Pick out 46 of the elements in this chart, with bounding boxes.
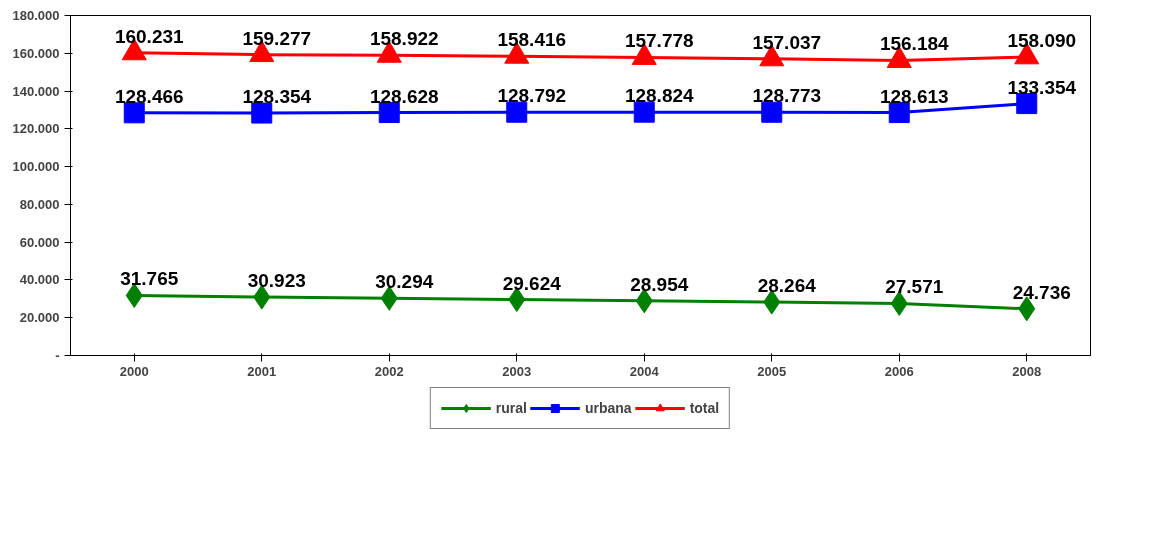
point [125,283,143,308]
data-label: 156.184 [879,33,950,55]
x-tick-label: 2004 [629,363,660,379]
data-label: 158.922 [369,28,439,50]
data-label: 158.416 [497,29,567,51]
legend-label: urbana [584,400,632,416]
x-tick-label: 2001 [247,363,277,379]
data-label: 31.765 [120,268,179,290]
data-label: 128.824 [624,85,695,107]
data-label: 28.954 [630,273,689,295]
x-tick-label: 2005 [757,363,787,379]
legend-label: total [689,400,720,416]
data-label: 30.294 [375,271,434,293]
y-tick-label: 80.000 [19,196,60,212]
data-label: 157.037 [752,31,822,53]
y-tick-label: 40.000 [19,272,60,288]
data-label: 157.778 [624,30,694,52]
x-tick-label: 2003 [502,363,532,379]
data-label: 28.264 [757,275,817,297]
y-tick-label: 180.000 [12,8,60,23]
data-label: 160.231 [114,25,185,47]
data-label: 24.736 [1012,281,1071,303]
data-label: 30.923 [247,270,306,292]
y-tick-label: 20.000 [19,310,60,326]
legend-label: rural [495,400,527,416]
data-label: 27.571 [885,276,944,298]
data-label: 158.090 [1007,29,1077,51]
data-label: 128.354 [242,86,312,108]
y-tick-label: 100.000 [12,159,60,175]
x-tick-label: 2000 [119,363,149,379]
data-label: 128.466 [114,85,184,107]
y-tick-label: 60.000 [19,234,60,250]
data-label: 128.613 [879,85,949,107]
data-label: 29.624 [502,272,562,294]
data-label: 128.792 [497,85,567,107]
y-tick-label: 140.000 [12,83,60,99]
y-tick-label: - [55,348,60,363]
y-tick-label: 160.000 [12,45,60,61]
data-label: 159.277 [242,27,312,49]
x-tick-label: 2006 [884,363,914,379]
y-tick-label: 120.000 [12,121,60,137]
data-label: 128.628 [369,85,439,107]
data-label: 128.773 [752,85,822,107]
data-label: 133.354 [1007,76,1077,98]
x-tick-label: 2002 [374,363,404,379]
x-tick-label: 2008 [1012,363,1042,379]
